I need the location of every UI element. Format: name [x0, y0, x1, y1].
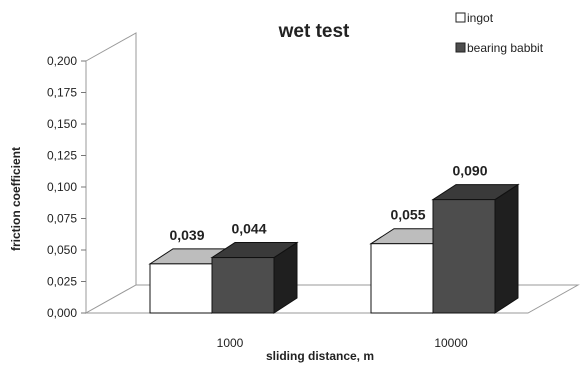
- y-tick-label: 0,025: [47, 275, 77, 289]
- y-axis-ticks: 0,000 0,025 0,050 0,075 0,100 0,125 0,150 0,175…: [47, 54, 86, 320]
- data-label: 0,055: [390, 207, 425, 223]
- y-tick-label: 0,000: [47, 306, 77, 320]
- data-label: 0,044: [231, 221, 266, 237]
- bar-side: [494, 183, 519, 314]
- bars: 0,039 0,044 0,055 0,090: [148, 163, 520, 314]
- bar: [431, 183, 520, 314]
- bar-front: [432, 199, 496, 314]
- y-tick-label: 0,075: [47, 212, 77, 226]
- x-tick-label: 10000: [434, 336, 468, 350]
- legend: ingot bearing babbit: [455, 11, 544, 55]
- y-tick-label: 0,050: [47, 243, 77, 257]
- side-wall: [85, 32, 137, 314]
- bar-front: [149, 263, 213, 314]
- y-tick-label: 0,175: [47, 86, 77, 100]
- legend-label-bearing-babbit: bearing babbit: [467, 41, 544, 55]
- x-axis-ticks: 1000 10000: [217, 336, 468, 350]
- bar-front: [370, 243, 434, 314]
- y-tick-label: 0,150: [47, 117, 77, 131]
- legend-label-ingot: ingot: [467, 11, 494, 25]
- y-axis-title: friction coefficient: [9, 147, 23, 251]
- y-tick-label: 0,100: [47, 180, 77, 194]
- legend-swatch-bearing-babbit: [455, 42, 466, 53]
- x-tick-label: 1000: [217, 336, 244, 350]
- data-label: 0,039: [169, 227, 204, 243]
- y-tick-label: 0,125: [47, 149, 77, 163]
- x-axis-title: sliding distance, m: [266, 349, 374, 363]
- bar: [210, 241, 299, 314]
- legend-swatch-ingot: [455, 12, 466, 23]
- bar-front: [211, 257, 275, 314]
- chart-title: wet test: [278, 21, 350, 42]
- y-tick-label: 0,200: [47, 54, 77, 68]
- data-label: 0,090: [452, 163, 487, 179]
